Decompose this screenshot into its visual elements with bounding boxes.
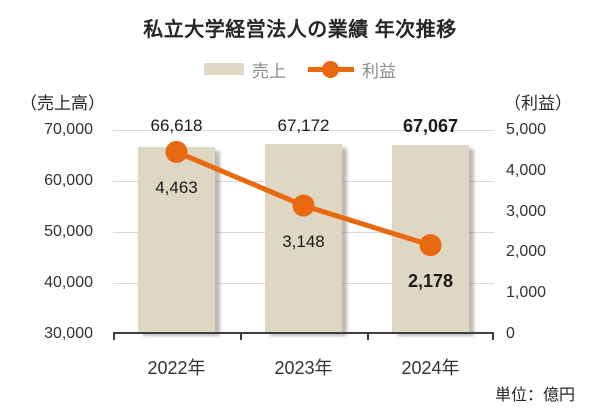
unit-note: 単位：億円 bbox=[494, 387, 575, 404]
chart-title: 私立大学経営法人の業績 年次推移 bbox=[143, 19, 457, 41]
category-label: 2022年 bbox=[147, 358, 206, 378]
legend-line-swatch-icon bbox=[308, 60, 354, 78]
legend-line-dot-icon bbox=[322, 60, 339, 78]
x-axis-tick bbox=[367, 334, 369, 340]
bar-2024年 bbox=[392, 144, 469, 332]
right-axis-tick-label: 1,000 bbox=[506, 284, 547, 302]
legend-line-label: 利益 bbox=[362, 61, 396, 81]
gridline bbox=[113, 130, 494, 131]
left-axis-tick-label: 40,000 bbox=[44, 274, 93, 291]
left-axis-tick-label: 50,000 bbox=[44, 223, 93, 240]
right-axis-tick-label: 2,000 bbox=[506, 243, 547, 261]
right-axis-tick-label: 0 bbox=[506, 325, 515, 342]
bar-value-label: 66,618 bbox=[150, 116, 203, 135]
bar-2022年 bbox=[138, 147, 215, 332]
left-axis-tick-label: 70,000 bbox=[44, 121, 93, 138]
right-axis-tick-label: 3,000 bbox=[506, 202, 547, 220]
x-axis-tick bbox=[492, 334, 494, 340]
left-axis-tick-label: 30,000 bbox=[44, 325, 93, 342]
x-axis-tick bbox=[113, 334, 115, 340]
x-axis-tick bbox=[240, 334, 242, 340]
category-label: 2024年 bbox=[401, 358, 460, 378]
legend-bar-swatch-icon bbox=[204, 63, 244, 75]
bar-value-label: 67,067 bbox=[402, 116, 459, 136]
x-axis-line bbox=[113, 332, 494, 334]
line-value-label: 4,463 bbox=[155, 177, 198, 197]
right-axis-tick-label: 4,000 bbox=[506, 161, 547, 179]
category-label: 2023年 bbox=[274, 358, 333, 378]
legend: 売上 利益 bbox=[0, 58, 600, 81]
right-axis-tick-label: 5,000 bbox=[506, 121, 547, 138]
bar-value-label: 67,172 bbox=[277, 116, 330, 135]
left-axis-tick-label: 60,000 bbox=[44, 172, 93, 189]
line-value-label: 2,178 bbox=[407, 271, 454, 292]
right-axis-title: （利益） bbox=[504, 94, 572, 113]
legend-bar-label: 売上 bbox=[252, 61, 286, 81]
line-value-label: 3,148 bbox=[282, 231, 325, 251]
left-axis-title: （売上高） bbox=[20, 94, 105, 113]
